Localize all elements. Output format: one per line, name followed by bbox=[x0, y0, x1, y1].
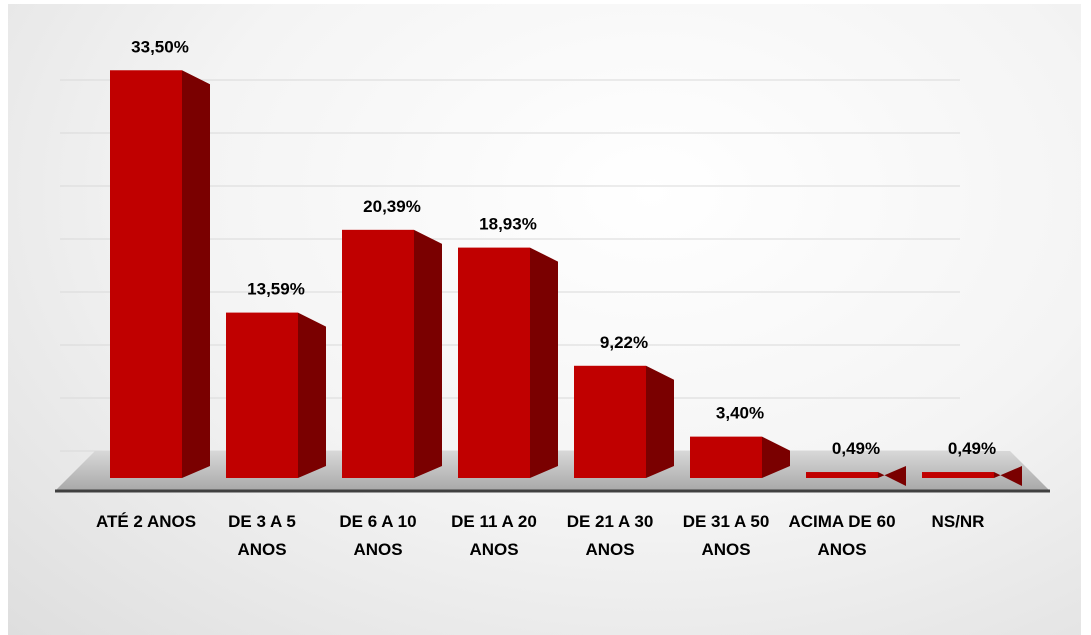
bar-side bbox=[414, 229, 442, 478]
bar bbox=[806, 472, 878, 478]
x-tick-label: DE 11 A 20 ANOS bbox=[451, 512, 537, 559]
data-label: 20,39% bbox=[363, 197, 421, 216]
data-label: 9,22% bbox=[600, 333, 648, 352]
bar bbox=[458, 247, 530, 478]
data-label: 3,40% bbox=[716, 404, 764, 423]
data-label: 0,49% bbox=[832, 439, 880, 458]
x-tick-label: NS/NR bbox=[931, 512, 985, 531]
x-tick-label: DE 31 A 50 ANOS bbox=[682, 512, 770, 559]
x-tick-label: ATÉ 2 ANOS bbox=[95, 512, 197, 531]
bar bbox=[342, 229, 414, 478]
bar-side bbox=[530, 247, 558, 478]
bar-side bbox=[762, 436, 790, 478]
bar bbox=[922, 472, 994, 478]
data-label: 18,93% bbox=[479, 215, 537, 234]
x-tick-label: ACIMA DE 60 ANOS bbox=[788, 512, 896, 559]
bar bbox=[574, 365, 646, 478]
bar-side bbox=[182, 70, 210, 478]
data-label: 0,49% bbox=[948, 439, 996, 458]
x-tick-label: DE 6 A 10 ANOS bbox=[339, 512, 417, 559]
x-tick-label: DE 3 A 5 ANOS bbox=[228, 512, 296, 559]
bar-side bbox=[878, 466, 906, 487]
bar-side bbox=[994, 466, 1022, 487]
bar bbox=[110, 70, 182, 478]
x-tick-label: DE 21 A 30 ANOS bbox=[566, 512, 654, 559]
bar bbox=[226, 312, 298, 478]
data-label: 13,59% bbox=[247, 280, 305, 299]
bar-side bbox=[298, 312, 326, 478]
bar bbox=[690, 436, 762, 478]
bar-side bbox=[646, 365, 674, 478]
data-label: 33,50% bbox=[131, 37, 189, 56]
